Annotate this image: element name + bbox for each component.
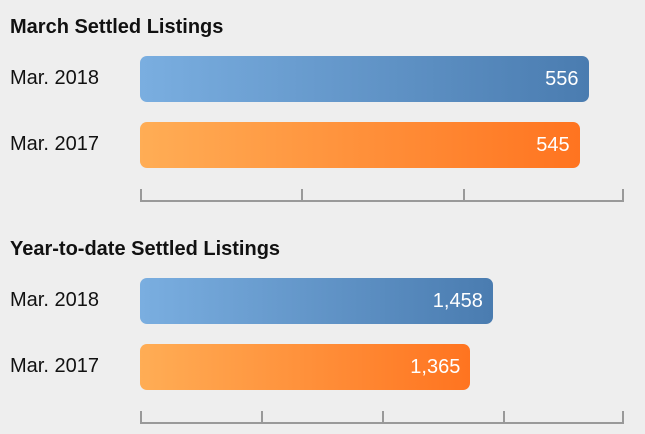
bar-mar-2018: 556 — [140, 56, 589, 102]
x-axis-tick — [261, 411, 263, 424]
x-axis-tick — [462, 189, 465, 202]
x-axis-tick — [503, 411, 505, 424]
x-axis-tick — [622, 189, 624, 202]
category-label: Mar. 2017 — [10, 133, 99, 155]
x-axis-tick — [301, 189, 304, 202]
bar-value-label: 556 — [545, 68, 579, 90]
bar-value-label: 1,458 — [432, 290, 483, 312]
chart-title: Year-to-date Settled Listings — [10, 238, 281, 260]
x-axis-tick — [622, 411, 624, 424]
chart-title: March Settled Listings — [10, 16, 224, 38]
category-label: Mar. 2018 — [10, 67, 99, 89]
bar-mar-2017: 545 — [140, 122, 580, 168]
category-label: Mar. 2018 — [10, 289, 99, 311]
bar-value-label: 1,365 — [410, 356, 461, 378]
bar-mar-2017: 1,365 — [140, 344, 471, 390]
bar-value-label: 545 — [536, 134, 570, 156]
x-axis-tick — [140, 189, 142, 202]
category-label: Mar. 2017 — [10, 355, 99, 377]
x-axis-tick — [382, 411, 384, 424]
x-axis-tick — [140, 411, 142, 424]
bar-mar-2018: 1,458 — [140, 278, 493, 324]
x-axis-line — [140, 200, 624, 202]
